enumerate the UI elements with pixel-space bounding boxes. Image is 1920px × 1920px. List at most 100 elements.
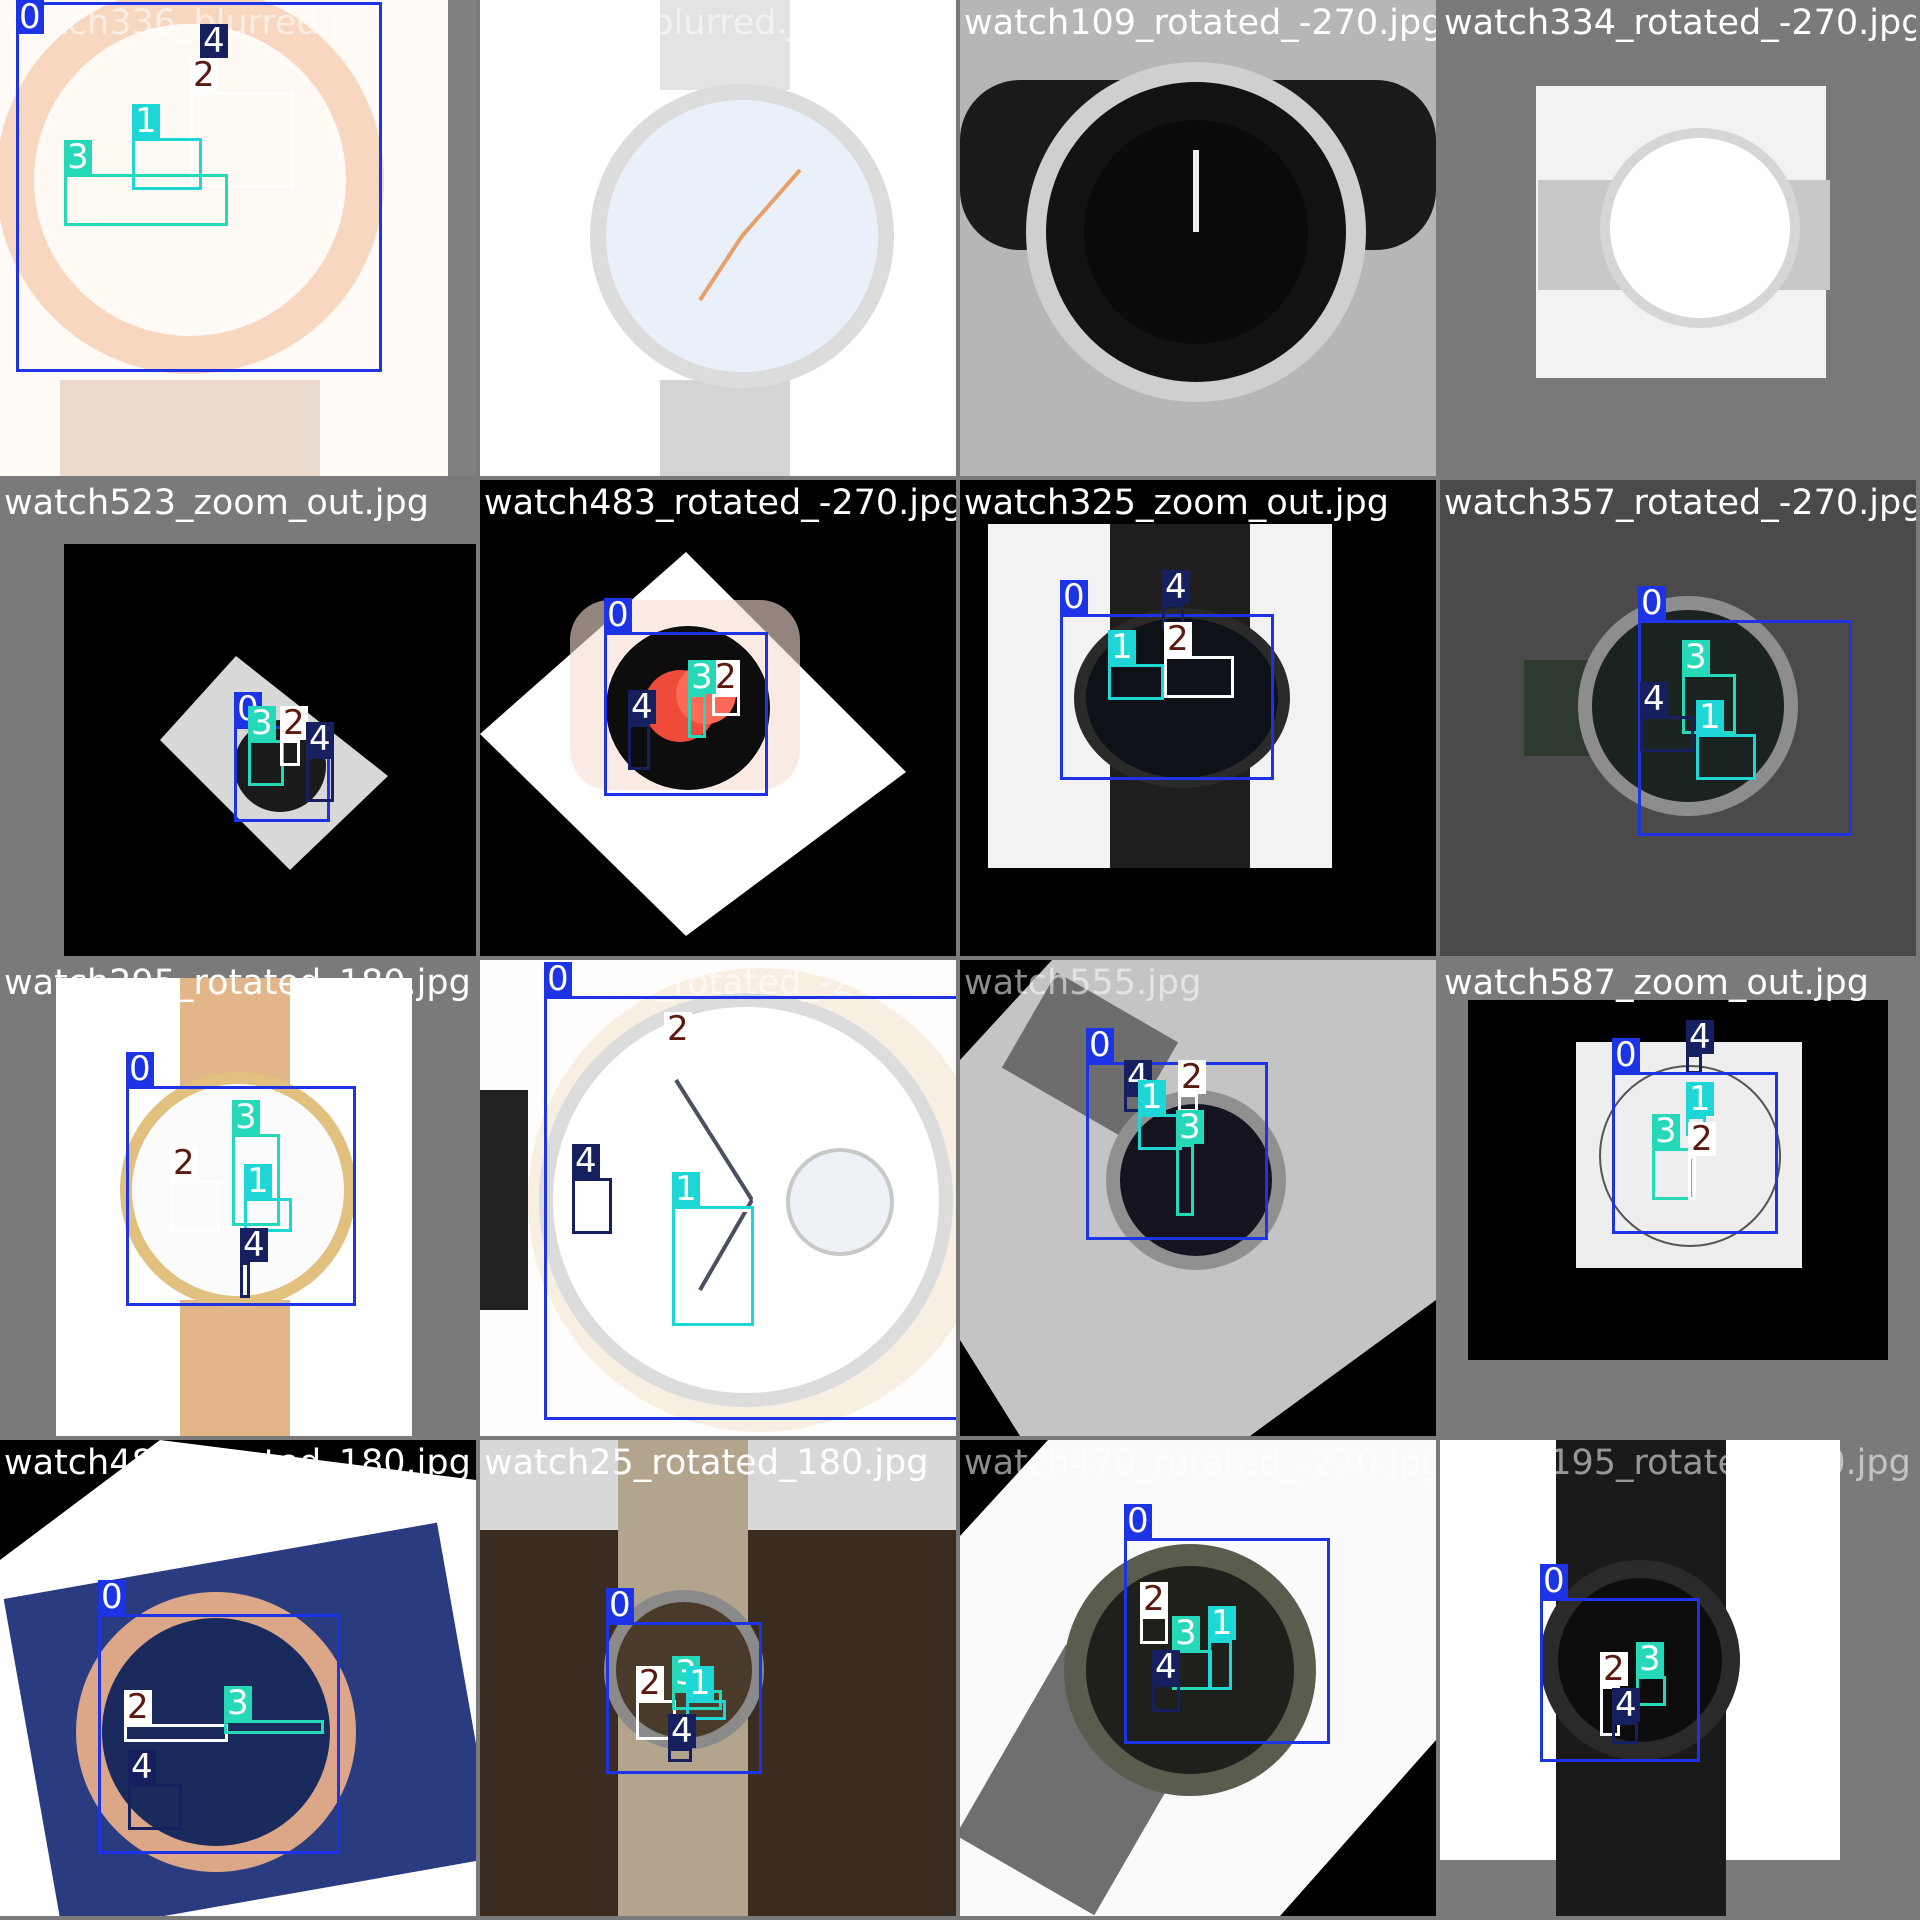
tile-filename: watch523_zoom_out.jpg <box>4 483 429 523</box>
class-label: 1 <box>1696 700 1724 734</box>
mosaic-tile: watch334_rotated_-270.jpg02413 <box>1440 0 1916 476</box>
class-label: 4 <box>240 1228 268 1262</box>
bounding-box <box>240 1262 250 1298</box>
class-label: 3 <box>1172 1616 1200 1650</box>
class-label: 3 <box>248 706 276 740</box>
class-label: 0 <box>1124 1504 1152 1538</box>
class-label: 1 <box>1108 630 1136 664</box>
bounding-box <box>132 138 202 190</box>
bounding-box <box>280 740 300 766</box>
bounding-box <box>1108 664 1164 700</box>
watch-photo <box>480 0 956 476</box>
mosaic-tile: watch555.jpg 0 4 2 1 3 <box>960 960 1436 1436</box>
class-label: 1 <box>244 1164 272 1198</box>
bounding-box <box>98 1614 340 1854</box>
class-label: 1 <box>672 1172 700 1206</box>
class-label: 4 <box>668 1714 696 1748</box>
bounding-box <box>170 1180 220 1232</box>
mosaic-tile: watch336_blurred.jpg 0 4 2 1 3 <box>0 0 476 476</box>
class-label: 2 <box>280 706 308 740</box>
bounding-box <box>1652 1148 1692 1200</box>
bounding-box <box>712 694 740 716</box>
bounding-box <box>1612 1722 1638 1744</box>
class-label: 4 <box>1152 1650 1180 1684</box>
watch-photo <box>0 1440 476 1916</box>
class-label: 0 <box>98 1580 126 1614</box>
tile-filename: watch25_rotated_180.jpg <box>484 1443 929 1483</box>
class-label: 2 <box>124 1690 152 1724</box>
tile-filename: watch555.jpg <box>964 963 1202 1003</box>
bounding-box <box>1060 614 1274 780</box>
tile-filename: watch482_rotated_180.jpg <box>4 1443 471 1483</box>
class-label: 3 <box>1652 1114 1680 1148</box>
bounding-box <box>1640 716 1694 752</box>
watch-photo <box>960 480 1436 956</box>
bounding-box <box>544 996 956 1420</box>
tile-filename: watch483_rotated_-270.jpg <box>484 483 956 523</box>
class-label: 1 <box>1138 1080 1166 1114</box>
class-label: 1 <box>132 104 160 138</box>
bounding-box <box>1176 1144 1194 1216</box>
tile-filename: watch334_rotated_-270.jpg <box>1444 3 1916 43</box>
class-label: 4 <box>628 690 656 724</box>
mosaic-tile: watch106_rotated_-270.jpg 0 2 4 1 <box>480 960 956 1436</box>
bounding-box <box>604 632 768 796</box>
bounding-box <box>1688 1156 1696 1200</box>
tile-filename: watch357_rotated_-270.jpg <box>1444 483 1916 523</box>
mosaic-tile: watch295_rotated_180.jpg 0 3 2 1 4 <box>0 960 476 1436</box>
class-label: 3 <box>232 1100 260 1134</box>
class-label: 4 <box>1612 1688 1640 1722</box>
bounding-box <box>126 1086 356 1306</box>
bounding-box <box>232 1134 280 1226</box>
tile-filename: watch325_zoom_out.jpg <box>964 483 1389 523</box>
class-label: 2 <box>170 1146 198 1180</box>
tile-filename: watch336_blurred.jpg <box>4 3 385 43</box>
tile-filename: watch109_rotated_-270.jpg <box>964 3 1436 43</box>
class-label: 0 <box>1060 580 1088 614</box>
class-label: 4 <box>200 24 228 58</box>
mosaic-tile: watch482_rotated_180.jpg 0 2 3 4 <box>0 1440 476 1916</box>
bounding-box <box>1208 1640 1232 1690</box>
class-label: 2 <box>1164 622 1192 656</box>
class-label: 4 <box>572 1144 600 1178</box>
bounding-box <box>16 2 382 372</box>
watch-photo <box>960 0 1436 476</box>
mosaic-tile: watch523_zoom_out.jpg0324 <box>0 480 476 956</box>
class-label: 2 <box>1600 1652 1628 1686</box>
bounding-box <box>1164 656 1234 698</box>
class-label: 2 <box>712 660 740 694</box>
class-label: 0 <box>16 0 44 34</box>
bounding-box <box>306 756 334 802</box>
class-label: 3 <box>224 1686 252 1720</box>
bounding-box <box>1636 1676 1666 1706</box>
tile-filename: watch195_rotated_180.jpg <box>1444 1443 1911 1483</box>
class-label: 0 <box>1086 1028 1114 1062</box>
class-label: 2 <box>1178 1060 1206 1094</box>
class-label: 0 <box>1638 586 1666 620</box>
bounding-box <box>1140 1616 1168 1644</box>
class-label: 4 <box>1162 570 1190 604</box>
watch-photo <box>480 480 956 956</box>
bounding-box <box>686 1700 726 1720</box>
watch-photo <box>960 960 1436 1436</box>
bounding-box <box>664 1046 756 1212</box>
mosaic-tile: watch357_rotated_-270.jpg 0 3 4 1 <box>1440 480 1916 956</box>
bounding-box <box>688 694 706 738</box>
watch-photo <box>960 1440 1436 1916</box>
watch-photo <box>0 0 476 476</box>
tile-filename: watch295_rotated_180.jpg <box>4 963 471 1003</box>
bounding-box <box>672 1206 754 1326</box>
bounding-box <box>64 174 228 226</box>
bounding-box <box>572 1178 612 1234</box>
class-label: 2 <box>636 1666 664 1700</box>
bounding-box <box>1086 1062 1268 1240</box>
class-label: 0 <box>604 598 632 632</box>
bounding-box <box>244 1198 292 1232</box>
bounding-box <box>1124 1538 1330 1744</box>
tile-filename: watch587_zoom_out.jpg <box>1444 963 1869 1003</box>
mosaic-tile: watch195_rotated_180.jpg 0 2 3 4 <box>1440 1440 1916 1916</box>
bounding-box <box>628 724 650 770</box>
mosaic-tile: watch470_rotated_-270.jpg 0 2 3 1 4 <box>960 1440 1436 1916</box>
